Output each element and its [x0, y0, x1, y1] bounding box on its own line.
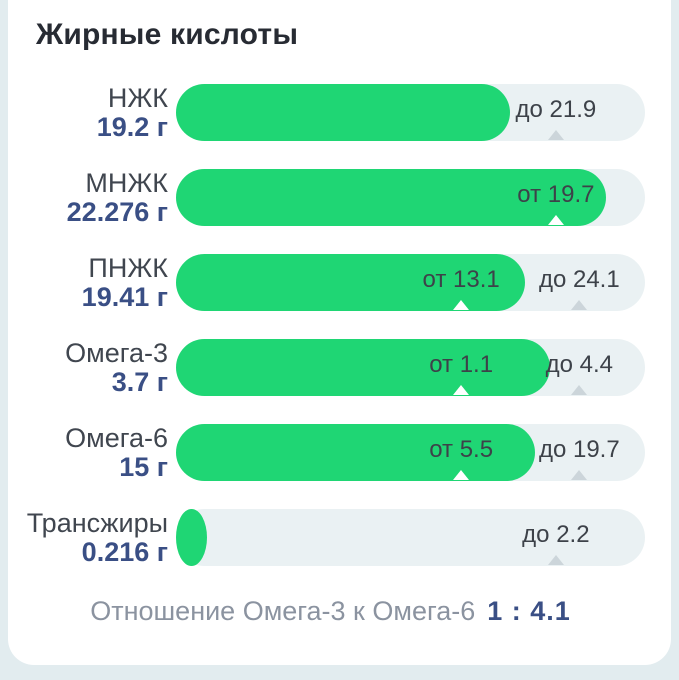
norm-marker-triangle-icon [453, 385, 470, 395]
norm-limit-label: до 24.1 [538, 265, 620, 293]
nutrient-progress-track: от 1.1 до 4.4 [176, 339, 645, 396]
norm-marker-triangle-icon [571, 300, 588, 310]
nutrient-row: НЖК 19.2 г до 21.9 [16, 82, 645, 142]
nutrient-progress-track: до 2.2 [176, 509, 645, 566]
norm-marker-triangle-icon [547, 555, 564, 565]
norm-limit-label: до 4.4 [545, 350, 614, 378]
nutrient-progress-fill [176, 509, 207, 566]
nutrient-progress-track: от 13.1 до 24.1 [176, 254, 645, 311]
fatty-acids-card: Жирные кислоты НЖК 19.2 г до 21.9 МНЖК 2… [8, 0, 671, 665]
nutrient-progress-track: от 5.5 до 19.7 [176, 424, 645, 481]
norm-limit-label: до 2.2 [522, 520, 590, 548]
nutrient-labels: МНЖК 22.276 г [16, 167, 168, 227]
norm-limit-label: от 13.1 [422, 265, 500, 293]
norm-limit-label: от 5.5 [429, 435, 494, 463]
norm-limit-label: до 19.7 [538, 435, 620, 463]
nutrient-name: Омега-3 [65, 337, 168, 368]
nutrient-name: ПНЖК [88, 252, 168, 283]
nutrient-rows: НЖК 19.2 г до 21.9 МНЖК 22.276 г от 19.7… [16, 82, 645, 567]
page-title: Жирные кислоты [36, 18, 299, 51]
nutrient-progress-fill [176, 339, 550, 396]
nutrient-labels: Омега-6 15 г [16, 422, 168, 482]
nutrient-progress-track: от 19.7 [176, 169, 645, 226]
nutrient-row: МНЖК 22.276 г от 19.7 [16, 167, 645, 227]
norm-marker-triangle-icon [571, 470, 588, 480]
norm-marker-triangle-icon [453, 300, 470, 310]
nutrient-value: 3.7 г [111, 366, 168, 397]
nutrient-value: 15 г [119, 451, 168, 482]
omega-ratio-label: Отношение Омега-3 к Омега-6 [90, 596, 476, 626]
nutrient-labels: ПНЖК 19.41 г [16, 252, 168, 312]
norm-limit-label: от 19.7 [517, 180, 595, 208]
nutrient-labels: Омега-3 3.7 г [16, 337, 168, 397]
nutrient-progress-fill [176, 424, 535, 481]
norm-marker-triangle-icon [547, 215, 564, 225]
nutrient-value: 0.216 г [81, 536, 168, 567]
nutrient-progress-track: до 21.9 [176, 84, 645, 141]
norm-marker-triangle-icon [453, 470, 470, 480]
nutrient-value: 22.276 г [66, 196, 168, 227]
nutrient-progress-fill [176, 84, 511, 141]
nutrient-progress-fill [176, 169, 606, 226]
norm-marker-triangle-icon [547, 130, 564, 140]
nutrient-value: 19.41 г [81, 281, 168, 312]
norm-marker-triangle-icon [571, 385, 588, 395]
nutrient-name: Трансжиры [26, 507, 168, 538]
nutrient-name: МНЖК [85, 167, 168, 198]
norm-limit-label: до 21.9 [515, 95, 597, 123]
nutrient-labels: НЖК 19.2 г [16, 82, 168, 142]
norm-limit-label: от 1.1 [429, 350, 494, 378]
nutrient-row: Омега-3 3.7 г от 1.1 до 4.4 [16, 337, 645, 397]
nutrient-row: ПНЖК 19.41 г от 13.1 до 24.1 [16, 252, 645, 312]
omega-ratio-value: 1 : 4.1 [487, 596, 571, 626]
nutrient-name: Омега-6 [65, 422, 168, 453]
omega-ratio-row: Отношение Омега-3 к Омега-6 1 : 4.1 [16, 596, 645, 627]
nutrient-name: НЖК [107, 82, 168, 113]
nutrient-labels: Трансжиры 0.216 г [16, 507, 168, 567]
nutrient-row: Омега-6 15 г от 5.5 до 19.7 [16, 422, 645, 482]
nutrient-value: 19.2 г [96, 111, 168, 142]
nutrient-row: Трансжиры 0.216 г до 2.2 [16, 507, 645, 567]
